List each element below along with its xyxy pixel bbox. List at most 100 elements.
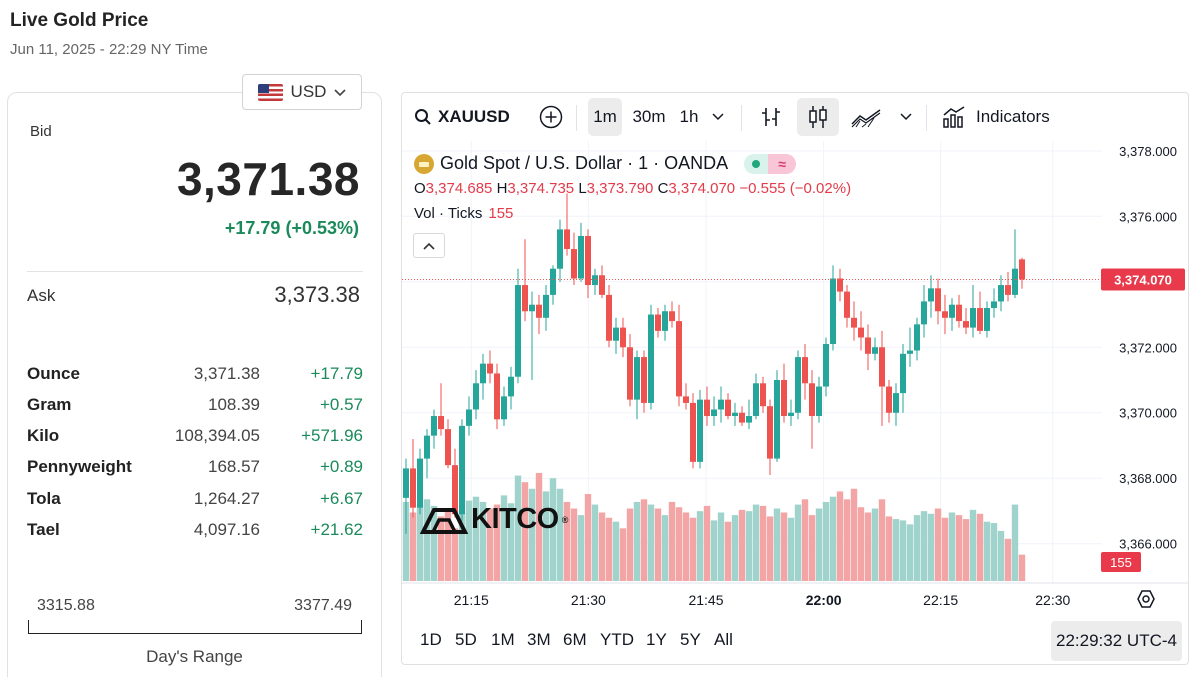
volume-bar <box>780 512 788 581</box>
volume-bar <box>570 508 578 581</box>
candle-body <box>879 347 885 387</box>
volume-bar <box>689 517 697 581</box>
candle-body <box>788 412 794 417</box>
volume-bar <box>472 496 480 581</box>
volume-bar <box>899 520 907 581</box>
candle-body <box>998 285 1004 302</box>
timeframe-3m[interactable]: 3M <box>527 630 551 649</box>
currency-select[interactable]: USD <box>242 74 362 110</box>
volume-bar <box>759 505 767 581</box>
unit-price: 1,264.27 <box>193 489 260 508</box>
unit-price: 4,097.16 <box>193 520 260 539</box>
market-open-dot-icon <box>744 153 769 174</box>
indicators-button[interactable]: Indicators <box>942 98 1062 136</box>
volume-bar <box>724 521 732 581</box>
collapse-legend-button[interactable] <box>413 233 445 258</box>
candle-body <box>690 402 696 462</box>
y-tick-label: 3,378.000 <box>1119 144 1177 159</box>
candle-body <box>403 468 409 498</box>
candle-body <box>1019 259 1025 280</box>
timeframe-5y[interactable]: 5Y <box>680 630 701 649</box>
volume-bar <box>556 488 564 581</box>
unit-name: Pennyweight <box>27 457 132 476</box>
price-chart[interactable]: 3,378.0003,376.0003,374.0003,372.0003,37… <box>402 93 1189 665</box>
candles-style-button[interactable] <box>797 98 839 136</box>
timeframe-6m[interactable]: 6M <box>563 630 587 649</box>
volume-bar <box>542 491 550 581</box>
candle-body <box>466 409 472 426</box>
volume-bar <box>465 500 473 581</box>
volume-bar <box>591 504 599 581</box>
volume-bar <box>801 499 809 581</box>
volume-bar <box>528 488 536 581</box>
candle-body <box>767 406 773 459</box>
intervals-dropdown[interactable] <box>707 98 729 136</box>
volume-bar <box>794 504 802 581</box>
candle-body <box>613 327 619 341</box>
chart-style-dropdown[interactable] <box>896 98 916 136</box>
last-volume-tag <box>1101 552 1141 572</box>
timeframe-ytd[interactable]: YTD <box>600 630 634 649</box>
candle-body <box>522 285 528 312</box>
candle-body <box>599 275 605 295</box>
compare-symbol-button[interactable] <box>536 98 566 136</box>
unit-change: +6.67 <box>319 489 363 508</box>
volume-bar <box>430 505 438 581</box>
candle-body <box>865 337 871 354</box>
unit-row-pennyweight: Pennyweight 168.57 +0.89 <box>27 457 363 481</box>
unit-name: Ounce <box>27 364 80 383</box>
volume-bar <box>668 501 676 581</box>
candle-body <box>487 363 493 374</box>
candle-body <box>893 393 899 413</box>
y-tick-label: 3,368.000 <box>1119 471 1177 486</box>
settings-hexagon-icon <box>1137 590 1155 608</box>
volume-bar <box>619 528 627 581</box>
volume-bar <box>409 512 417 581</box>
kitco-logo-text: KITCO <box>471 503 559 535</box>
unit-price: 108,394.05 <box>174 426 260 445</box>
volume-bar <box>647 504 655 581</box>
chevron-down-icon <box>900 113 912 121</box>
unit-row-tola: Tola 1,264.27 +6.67 <box>27 489 363 513</box>
timeframe-all[interactable]: All <box>714 630 733 649</box>
unit-change: +571.96 <box>301 426 363 445</box>
candle-body <box>935 288 941 312</box>
volume-bar <box>500 495 508 581</box>
volume-bar <box>402 501 410 581</box>
candle-body <box>816 386 822 417</box>
volume-bar <box>451 528 459 581</box>
interval-1h[interactable]: 1h <box>679 107 699 126</box>
candle-body <box>557 229 563 269</box>
timeframe-1y[interactable]: 1Y <box>646 630 667 649</box>
unit-price: 168.57 <box>208 457 260 476</box>
candle-body <box>676 321 682 397</box>
market-status-badge[interactable]: ≈ <box>744 153 797 174</box>
interval-1m[interactable]: 1m <box>588 98 622 136</box>
bar-style-button[interactable] <box>756 98 786 136</box>
candle-body <box>760 383 766 407</box>
volume-bar <box>584 494 592 581</box>
candle-body <box>480 363 486 384</box>
add-circle-icon <box>539 105 563 129</box>
candle-body <box>655 314 661 331</box>
volume-bar <box>766 516 774 581</box>
timeframe-1d[interactable]: 1D <box>420 630 442 649</box>
chart-settings-button[interactable] <box>1136 589 1156 609</box>
unit-name: Tael <box>27 520 60 539</box>
candle-body <box>627 347 633 400</box>
volume-bar <box>416 504 424 581</box>
timeframe-5d[interactable]: 5D <box>455 630 477 649</box>
area-style-button[interactable] <box>848 98 884 136</box>
chart-clock[interactable]: 22:29:32 UTC-4 <box>1051 621 1182 661</box>
volume-bar <box>577 515 585 581</box>
interval-30m[interactable]: 30m <box>632 107 666 126</box>
symbol-search-button[interactable]: XAUUSD <box>414 98 514 136</box>
candle-body <box>473 383 479 410</box>
unit-change: +0.89 <box>319 457 363 476</box>
volume-bar <box>955 515 963 581</box>
quote-panel <box>7 92 382 677</box>
candle-body <box>753 383 759 417</box>
chart-widget: XAUUSD 1m 30m 1h Indicators 3,378.000 <box>401 92 1189 665</box>
timeframe-1m[interactable]: 1M <box>491 630 515 649</box>
bid-price: 3,371.38 <box>176 153 360 205</box>
